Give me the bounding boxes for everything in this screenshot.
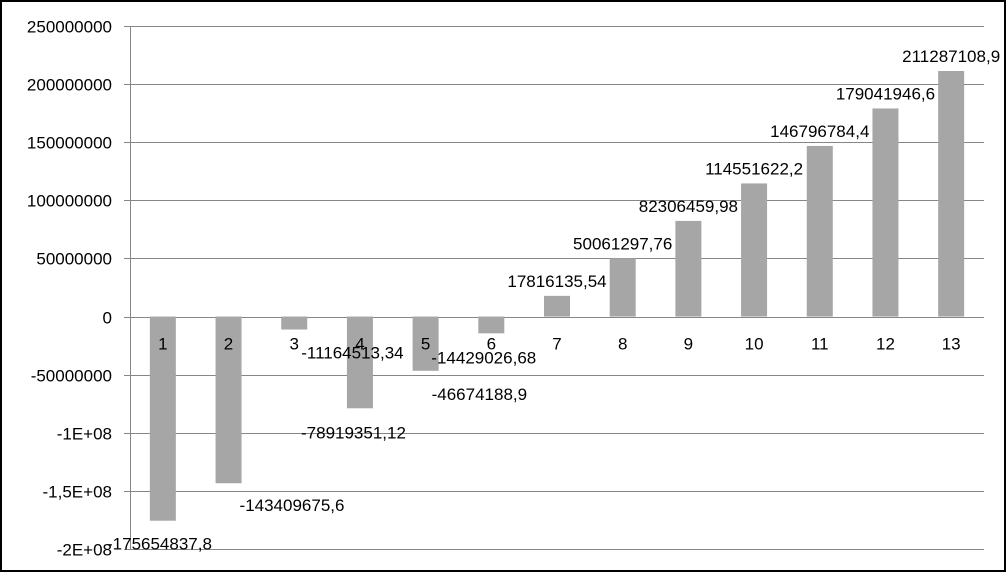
x-tick-label: 1 [158, 335, 167, 354]
bar [149, 316, 176, 521]
y-tick-label: 200000000 [27, 76, 112, 95]
x-tick-label: 4 [355, 335, 364, 354]
x-tick-label: 11 [811, 335, 829, 354]
data-label: -78919351,12 [301, 423, 406, 442]
x-tick-label: 2 [224, 335, 233, 354]
x-tick-label: 12 [876, 335, 895, 354]
bar [872, 108, 899, 317]
bar [609, 258, 636, 317]
bar [938, 70, 965, 317]
x-tick-label: 5 [421, 335, 430, 354]
data-label: 82306459,98 [639, 197, 738, 216]
data-label: -46674188,9 [432, 385, 527, 404]
data-label: -11164513,34 [301, 344, 403, 363]
data-label: 146796784,4 [770, 122, 869, 141]
x-tick-label: 8 [618, 335, 627, 354]
data-label: 179041946,6 [836, 84, 935, 103]
y-tick-label: 250000000 [27, 18, 112, 37]
data-label: 114551622,2 [705, 159, 803, 178]
bar [544, 295, 570, 317]
data-label: -175654837,8 [107, 535, 212, 554]
gridlines [130, 26, 984, 550]
y-tick-label: 0 [103, 309, 112, 328]
y-tick-label: 150000000 [27, 134, 112, 153]
x-tick-label: 9 [684, 335, 693, 354]
y-tick-label: -1,5E+08 [43, 483, 112, 502]
bar [478, 316, 505, 334]
bar [215, 316, 242, 484]
bar [281, 316, 308, 330]
bar [412, 316, 439, 371]
data-label: 17816135,54 [507, 272, 606, 291]
axes [124, 26, 131, 550]
data-label: -14429026,68 [431, 348, 536, 367]
bar [806, 145, 833, 317]
y-tick-label: 50000000 [36, 250, 112, 269]
data-label: -143409675,6 [240, 496, 345, 515]
bar [346, 316, 373, 409]
x-tick-label: 7 [552, 335, 561, 354]
x-tick-label: 6 [487, 335, 496, 354]
y-tick-label: 100000000 [27, 192, 112, 211]
bars [149, 70, 965, 521]
x-tick-label: 3 [289, 335, 298, 354]
x-tick-label: 13 [942, 335, 961, 354]
labels: 250000000 200000000 150000000 100000000 5000… [27, 18, 1000, 560]
y-tick-label: -1E+08 [57, 425, 112, 444]
x-tick-label: 10 [745, 335, 764, 354]
data-label: 50061297,76 [573, 234, 672, 253]
bar [741, 183, 768, 317]
bar [675, 220, 702, 317]
y-tick-label: -50000000 [31, 367, 112, 386]
data-label: 211287108,9 [902, 47, 1000, 66]
y-tick-label: -2E+08 [57, 541, 112, 560]
